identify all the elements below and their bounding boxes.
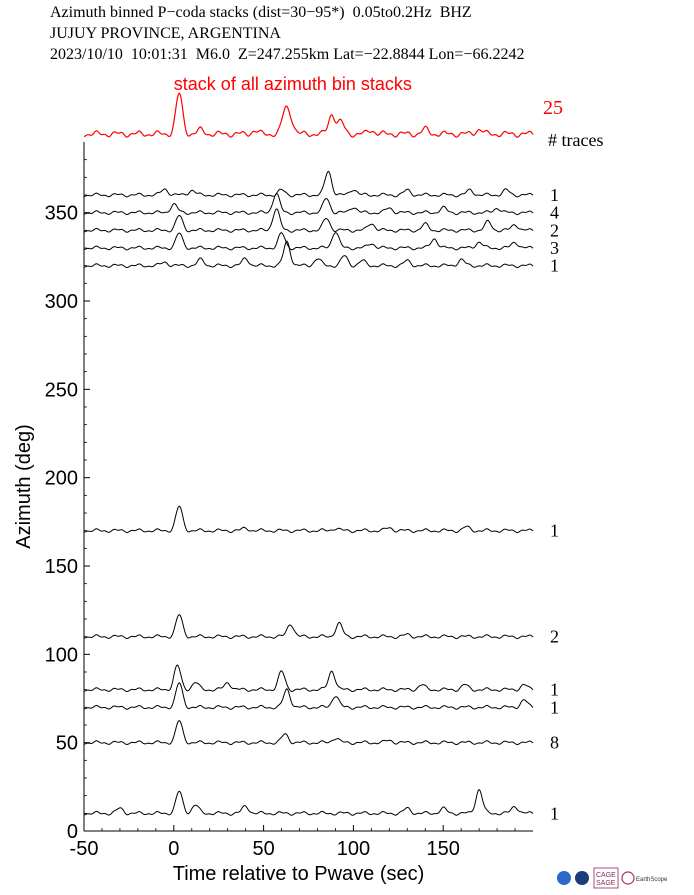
- x-tick-label: 100: [337, 838, 370, 860]
- y-tick-label: 350: [45, 203, 78, 225]
- azimuth-trace: [83, 613, 534, 640]
- azimuth-trace: [83, 719, 534, 746]
- summary-count: 25: [543, 97, 563, 119]
- cage-label: CAGE: [596, 872, 616, 879]
- azimuth-trace: [83, 232, 534, 251]
- y-tick-label: 0: [67, 821, 78, 843]
- trace-count-label: 1: [550, 256, 559, 276]
- cage-sage-logo-icon: [593, 867, 619, 889]
- azimuth-trace: [83, 664, 534, 693]
- traces-header: # traces: [548, 130, 603, 150]
- sage-label: SAGE: [596, 880, 616, 887]
- x-tick-label: -50: [70, 838, 99, 860]
- trace-count-label: 1: [550, 697, 559, 717]
- trace-count-label: 2: [550, 220, 559, 240]
- header-title-line: Azimuth binned P−coda stacks (dist=30−95…: [50, 4, 472, 21]
- azimuth-trace: [83, 240, 534, 269]
- trace-count-label: 4: [550, 203, 559, 223]
- earthscope-logo-icon: [621, 871, 635, 885]
- y-tick-label: 250: [45, 379, 78, 401]
- trace-count-label: 1: [550, 803, 559, 823]
- azimuth-trace: [83, 193, 534, 216]
- trace-count-label: 8: [550, 733, 559, 753]
- trace-count-label: 3: [550, 238, 559, 258]
- summary-trace: [83, 92, 534, 138]
- y-tick-label: 200: [45, 468, 78, 490]
- earthscope-label: EarthScope: [636, 877, 668, 883]
- logo-strip: CAGE SAGE EarthScope: [557, 867, 668, 889]
- y-axis-label: Azimuth (deg): [13, 424, 35, 549]
- azimuth-trace: [83, 682, 534, 710]
- y-tick-label: 50: [56, 733, 78, 755]
- trace-count-label: 2: [550, 627, 559, 647]
- nsf-logo-icon: [557, 871, 571, 885]
- y-tick-label: 300: [45, 291, 78, 313]
- azimuth-trace: [83, 788, 534, 816]
- x-tick-label: 150: [427, 838, 460, 860]
- x-tick-label: 50: [252, 838, 274, 860]
- azimuth-trace: [83, 170, 534, 198]
- header-event-line: 2023/10/10 10:01:31 M6.0 Z=247.255km Lat…: [50, 46, 525, 63]
- azimuth-trace: [83, 505, 534, 534]
- trace-count-label: 1: [550, 521, 559, 541]
- header-region-line: JUJUY PROVINCE, ARGENTINA: [50, 25, 281, 42]
- iris-logo-icon: [575, 871, 589, 885]
- trace-count-label: 1: [550, 680, 559, 700]
- summary-title: stack of all azimuth bin stacks: [174, 74, 412, 94]
- y-tick-label: 100: [45, 644, 78, 666]
- trace-count-label: 1: [550, 185, 559, 205]
- azimuth-trace: [83, 208, 534, 233]
- x-tick-label: 0: [168, 838, 179, 860]
- y-tick-label: 150: [45, 556, 78, 578]
- x-axis-label: Time relative to Pwave (sec): [173, 863, 425, 885]
